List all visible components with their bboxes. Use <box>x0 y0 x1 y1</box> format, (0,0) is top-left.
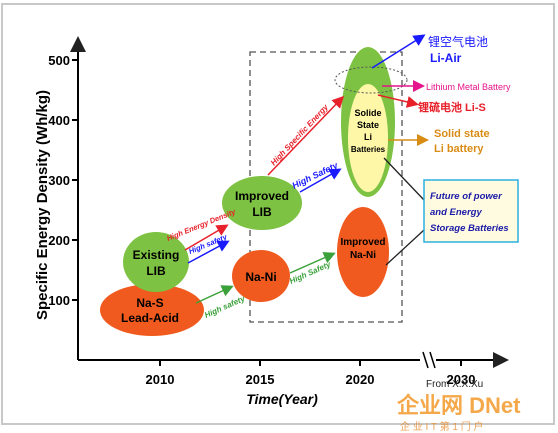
solid-state-inner-ellipse <box>348 84 388 192</box>
x-tick-label: 2030 <box>447 372 476 387</box>
solid-state-label-line1: Solide <box>354 108 381 118</box>
arrow-high-energy-density <box>184 224 229 251</box>
arrow-high-specific-energy <box>267 95 345 176</box>
x-tick-label: 2020 <box>346 372 375 387</box>
existing-lib-label-line1: Existing <box>133 248 180 262</box>
improved-lib-label-line2: LIB <box>252 205 272 219</box>
li-air-cn-label: 锂空气电池 <box>428 34 488 49</box>
future-box-line2: and Energy <box>430 207 482 218</box>
axis-break-mark <box>429 351 436 369</box>
x-ticks: 2010 2015 2020 2030 <box>146 360 476 387</box>
x-tick-label: 2015 <box>246 372 275 387</box>
high-safety-na-label: High safety <box>203 294 247 320</box>
axis-break-mark <box>422 351 429 369</box>
na-ni-label: Na-Ni <box>245 270 276 284</box>
solid-state-callout-line2: Li battery <box>434 143 484 155</box>
na-s-ellipse <box>100 284 204 336</box>
arrow-high-safety-lib <box>187 240 230 264</box>
solid-state-label-line4: Batteries <box>351 145 386 154</box>
na-s-label-line1: Na-S <box>136 296 163 310</box>
x-axis-label: Time(Year) <box>246 391 318 407</box>
li-air-label: Li-Air <box>430 51 462 65</box>
future-box-line3: Storage Batteries <box>430 223 509 234</box>
solid-state-label-line3: Li <box>364 132 372 142</box>
next-gen-dotted-ellipse <box>334 66 408 94</box>
y-tick-label: 300 <box>48 173 70 188</box>
improved-lib-label-line1: Improved <box>235 189 289 203</box>
arrow-li-s <box>377 94 419 108</box>
future-box <box>423 179 519 243</box>
outer-frame <box>1 3 555 425</box>
y-tick-label: 200 <box>48 233 70 248</box>
improved-na-ni-label-line2: Na-Ni <box>350 250 376 261</box>
arrow-high-safety-improved-lib <box>299 168 342 193</box>
connector-top <box>383 157 425 201</box>
improved-na-ni-ellipse <box>337 207 389 297</box>
future-dashed-box <box>249 51 403 323</box>
y-tick-label: 500 <box>48 53 70 68</box>
solid-state-callout-line1: Solid state <box>434 128 490 140</box>
future-box-line1: Future of power <box>430 191 503 202</box>
high-safety-improved-lib-label: High Safety <box>290 160 340 191</box>
watermark-subtitle: 企 业 I T 第 1 门 户 <box>400 420 484 433</box>
source-note: From X.X.Xu <box>426 379 483 390</box>
existing-lib-ellipse <box>123 232 189 292</box>
y-tick-label: 100 <box>48 293 70 308</box>
watermark-logo: 企业网 DNet <box>396 393 521 418</box>
improved-lib-ellipse <box>222 176 302 230</box>
y-tick-label: 400 <box>48 113 70 128</box>
improved-na-ni-label-line1: Improved <box>340 237 385 248</box>
na-s-label-line2: Lead-Acid <box>121 311 179 325</box>
x-tick-label: 2010 <box>146 372 175 387</box>
na-ni-ellipse <box>232 250 290 302</box>
y-ticks: 500 400 300 200 100 <box>48 53 78 308</box>
high-specific-energy-label: High Specific Energy <box>269 102 331 167</box>
arrow-high-safety-na-ni <box>289 252 336 274</box>
connector-bottom <box>385 229 425 266</box>
existing-lib-label-line2: LIB <box>146 264 166 278</box>
li-s-label: 锂硫电池 Li-S <box>418 100 486 114</box>
lithium-metal-label: Lithium Metal Battery <box>426 82 511 92</box>
y-axis-label: Specific Energy Density (Wh/kg) <box>34 90 51 320</box>
arrow-li-air <box>371 34 426 69</box>
solid-state-label-line2: State <box>357 120 379 130</box>
arrow-high-safety-na <box>195 285 234 304</box>
